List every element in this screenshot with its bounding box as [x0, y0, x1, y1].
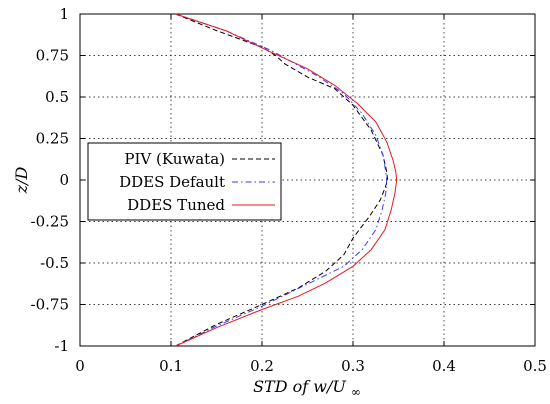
legend: PIV (Kuwata) DDES Default DDES Tuned: [87, 142, 282, 221]
legend-label-piv: PIV (Kuwata): [124, 150, 225, 168]
x-tick-label: 0.2: [250, 357, 274, 375]
x-tick-label: 0.5: [523, 357, 547, 375]
y-tick-label: 0.75: [36, 47, 69, 65]
y-tick-label: 0: [59, 171, 69, 189]
x-axis-title-subscript: ∞: [351, 385, 361, 399]
y-tick-label: 1: [59, 5, 69, 23]
y-tick-label: 0.5: [45, 88, 69, 106]
series-lines: [175, 13, 398, 347]
y-tick-label: -0.75: [31, 296, 69, 314]
x-tick-label: 0: [75, 357, 85, 375]
x-axis-ticks: 0 0.1 0.2 0.3 0.4 0.5: [75, 14, 547, 375]
x-tick-label: 0.4: [432, 357, 456, 375]
series-line-piv-kuwata: [175, 13, 389, 347]
x-tick-label: 0.1: [159, 357, 183, 375]
y-tick-label: -0.5: [40, 254, 69, 272]
x-axis-title-text: STD of w/U: [253, 377, 346, 396]
legend-label-ddes-default: DDES Default: [119, 173, 225, 191]
series-line-ddes-tuned: [175, 13, 398, 347]
x-axis-title: STD of w/U ∞: [253, 377, 361, 399]
y-axis-title: z/D: [12, 167, 31, 195]
y-tick-label: 0.25: [36, 130, 69, 148]
y-tick-label: -0.25: [31, 213, 69, 231]
legend-label-ddes-tuned: DDES Tuned: [127, 196, 225, 214]
x-tick-label: 0.3: [341, 357, 365, 375]
series-line-ddes-default: [175, 13, 388, 347]
grid-lines: [80, 14, 535, 346]
y-tick-label: -1: [54, 337, 69, 355]
y-axis-ticks: 1 0.75 0.5 0.25 0 -0.25 -0.5 -0.75 -1: [31, 5, 535, 355]
